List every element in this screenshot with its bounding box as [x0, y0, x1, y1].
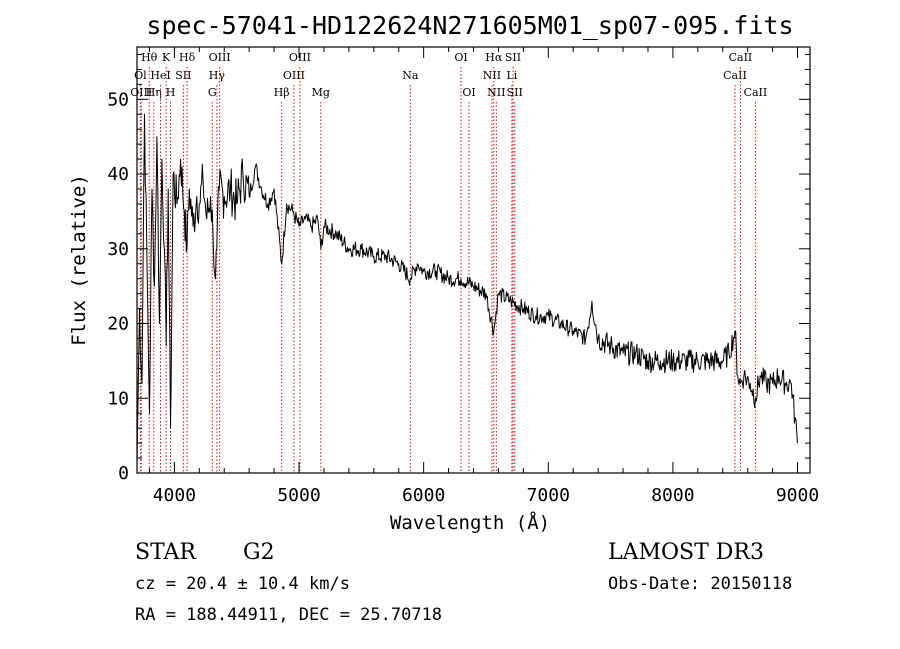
y-tick-label-10: 10: [107, 388, 129, 409]
cz-label: cz = 20.4 ± 10.4 km/s: [135, 574, 350, 594]
x-tick-label-7000: 7000: [527, 485, 570, 506]
chart-title: spec-57041-HD122624N271605M01_sp07-095.f…: [146, 11, 793, 40]
marker-label-26: CaII: [729, 51, 753, 64]
marker-label-20: Hα: [485, 51, 503, 64]
marker-label-16: Na: [402, 69, 419, 82]
class-label: STAR: [135, 540, 197, 565]
marker-label-11: G: [208, 86, 217, 99]
marker-label-14: OIII: [289, 51, 311, 64]
y-axis-label: Flux (relative): [68, 174, 90, 346]
marker-label-3: Hη: [146, 86, 162, 99]
y-tick-label-50: 50: [107, 89, 129, 110]
y-tick-label-20: 20: [107, 314, 129, 335]
marker-label-6: H: [166, 86, 176, 99]
marker-label-21: NII: [487, 86, 505, 99]
marker-label-9: OIII: [209, 51, 231, 64]
marker-label-25: CaII: [723, 69, 747, 82]
spectrum-line: [136, 113, 798, 466]
x-tick-label-9000: 9000: [776, 485, 819, 506]
marker-label-13: OIII: [283, 69, 305, 82]
y-tick-label-0: 0: [118, 463, 129, 484]
marker-label-24: SII: [507, 86, 523, 99]
marker-label-2: Hθ: [141, 51, 158, 64]
marker-label-10: Hγ: [209, 69, 226, 82]
y-tick-label-30: 30: [107, 239, 129, 260]
y-tick-label-40: 40: [107, 164, 129, 185]
line-markers: Ol OIII Hθ Hη HeI K H SII Hδ OIII Hγ G Hβ OIII OIII Mg N…: [130, 51, 767, 473]
marker-label-12: Hβ: [274, 86, 290, 99]
survey-label: LAMOST DR3: [608, 540, 764, 565]
x-tick-label-8000: 8000: [651, 485, 694, 506]
marker-label-17: OI: [454, 51, 467, 64]
x-tick-label-5000: 5000: [277, 485, 320, 506]
x-tick-label-6000: 6000: [402, 485, 445, 506]
marker-label-19: NII: [483, 69, 501, 82]
marker-label-8: Hδ: [179, 51, 196, 64]
subclass-label: G2: [243, 540, 275, 565]
coords-label: RA = 188.44911, DEC = 25.70718: [135, 605, 442, 625]
marker-label-7: SII: [175, 69, 191, 82]
marker-label-4: HeI: [150, 69, 170, 82]
marker-label-22: Li: [506, 69, 517, 82]
x-axis-label: Wavelength (Å): [390, 511, 550, 534]
marker-label-23: SII: [505, 51, 521, 64]
x-tick-label-4000: 4000: [153, 485, 196, 506]
axis-ticks: 4000 5000 6000 7000 8000 9000 0 10 20 30 40 50: [107, 47, 819, 506]
marker-label-5: K: [162, 51, 171, 64]
obs-date-label: Obs-Date: 20150118: [608, 574, 792, 594]
marker-label-18: OI: [462, 86, 475, 99]
marker-label-15: Mg: [312, 86, 330, 99]
marker-label-1: OIII: [130, 86, 152, 99]
plot-frame: [136, 46, 811, 474]
marker-label-0: Ol: [134, 69, 147, 82]
marker-label-27: CaII: [744, 86, 768, 99]
